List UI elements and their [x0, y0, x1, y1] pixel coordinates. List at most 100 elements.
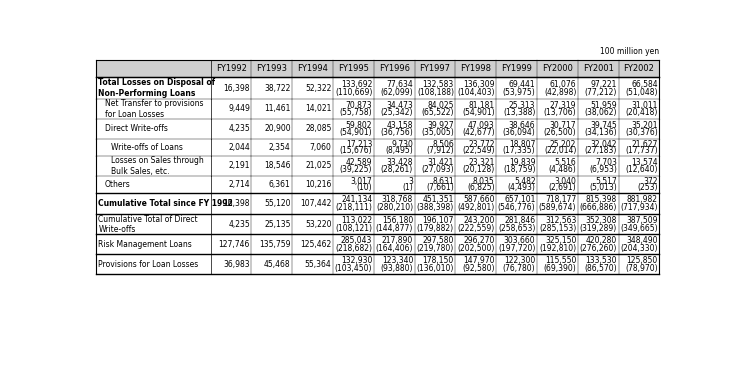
Text: (93,880): (93,880) — [380, 264, 413, 273]
Text: 718,177: 718,177 — [545, 195, 576, 204]
Text: 372: 372 — [643, 177, 658, 186]
Text: (4,493): (4,493) — [508, 183, 536, 192]
Text: (42,677): (42,677) — [462, 128, 495, 137]
Text: 2,191: 2,191 — [228, 161, 250, 170]
Text: (2,691): (2,691) — [548, 183, 576, 192]
Text: 55,120: 55,120 — [265, 199, 290, 208]
Text: (17,335): (17,335) — [503, 146, 536, 155]
Text: 2,044: 2,044 — [228, 143, 250, 152]
Text: FY1997: FY1997 — [419, 64, 450, 74]
Text: 69,441: 69,441 — [509, 80, 536, 89]
Text: 6,361: 6,361 — [269, 180, 290, 189]
Text: 133,692: 133,692 — [341, 80, 372, 89]
Text: 25,202: 25,202 — [550, 140, 576, 149]
Text: 21,025: 21,025 — [305, 161, 332, 170]
Text: 113,022: 113,022 — [341, 216, 372, 225]
Text: (218,111): (218,111) — [335, 203, 372, 212]
Text: (144,877): (144,877) — [376, 224, 413, 233]
Text: 97,221: 97,221 — [591, 80, 617, 89]
Bar — [96, 119, 660, 139]
Text: 8,035: 8,035 — [473, 177, 495, 186]
Text: (218,682): (218,682) — [335, 244, 372, 253]
Text: (30,376): (30,376) — [625, 128, 658, 137]
Text: (51,048): (51,048) — [626, 88, 658, 97]
Text: 196,107: 196,107 — [422, 216, 454, 225]
Text: (717,934): (717,934) — [621, 203, 658, 212]
Text: (204,330): (204,330) — [621, 244, 658, 253]
Text: 39,745: 39,745 — [590, 121, 617, 130]
Text: Cumulative Total of Direct
Write-offs: Cumulative Total of Direct Write-offs — [98, 215, 198, 234]
Text: 243,200: 243,200 — [464, 216, 495, 225]
Text: 8,631: 8,631 — [433, 177, 454, 186]
Text: 21,627: 21,627 — [632, 140, 658, 149]
Text: 31,011: 31,011 — [632, 101, 658, 110]
Text: 3,017: 3,017 — [351, 177, 372, 186]
Text: (192,810): (192,810) — [539, 244, 576, 253]
Text: 53,220: 53,220 — [305, 220, 332, 229]
Text: 657,101: 657,101 — [504, 195, 536, 204]
Text: (18,759): (18,759) — [503, 165, 536, 174]
Text: FY2002: FY2002 — [624, 64, 654, 74]
Text: 7,060: 7,060 — [310, 143, 332, 152]
Text: (65,522): (65,522) — [422, 108, 454, 117]
Text: (388,398): (388,398) — [416, 203, 454, 212]
Text: 31,421: 31,421 — [427, 158, 454, 167]
Text: (17,737): (17,737) — [625, 146, 658, 155]
Text: 2,714: 2,714 — [228, 180, 250, 189]
Text: (86,570): (86,570) — [584, 264, 617, 273]
Bar — [96, 156, 660, 176]
Bar — [96, 77, 660, 99]
Text: (103,450): (103,450) — [335, 264, 372, 273]
Text: Write-offs of Loans: Write-offs of Loans — [111, 143, 183, 152]
Text: 43,158: 43,158 — [387, 121, 413, 130]
Text: 18,807: 18,807 — [509, 140, 536, 149]
Text: 28,085: 28,085 — [305, 124, 332, 134]
Text: 51,959: 51,959 — [590, 101, 617, 110]
Text: (285,153): (285,153) — [539, 224, 576, 233]
Text: 13,574: 13,574 — [632, 158, 658, 167]
Text: (5,013): (5,013) — [590, 183, 617, 192]
Text: FY1998: FY1998 — [461, 64, 492, 74]
Text: (164,406): (164,406) — [376, 244, 413, 253]
Text: (10): (10) — [357, 183, 372, 192]
Text: 3,040: 3,040 — [554, 177, 576, 186]
Text: (53,975): (53,975) — [503, 88, 536, 97]
Text: 45,468: 45,468 — [264, 260, 290, 269]
Text: (20,418): (20,418) — [626, 108, 658, 117]
Text: FY1995: FY1995 — [338, 64, 369, 74]
Text: 348,490: 348,490 — [626, 236, 658, 245]
Text: 352,308: 352,308 — [586, 216, 617, 225]
Text: 59,802: 59,802 — [346, 121, 372, 130]
Text: 297,580: 297,580 — [422, 236, 454, 245]
Text: 7,703: 7,703 — [595, 158, 617, 167]
Text: 33,428: 33,428 — [387, 158, 413, 167]
Text: 84,025: 84,025 — [427, 101, 454, 110]
Text: 30,717: 30,717 — [550, 121, 576, 130]
Text: Net Transfer to provisions
for Loan Losses: Net Transfer to provisions for Loan Loss… — [105, 99, 203, 118]
Text: 52,322: 52,322 — [305, 84, 332, 93]
Text: 47,093: 47,093 — [468, 121, 495, 130]
Text: (6,953): (6,953) — [589, 165, 617, 174]
Text: (28,261): (28,261) — [381, 165, 413, 174]
Text: 34,473: 34,473 — [386, 101, 413, 110]
Text: 115,550: 115,550 — [545, 256, 576, 265]
Text: (179,882): (179,882) — [417, 224, 454, 233]
Text: (8,495): (8,495) — [385, 146, 413, 155]
Text: 132,930: 132,930 — [341, 256, 372, 265]
Text: Losses on Sales through
Bulk Sales, etc.: Losses on Sales through Bulk Sales, etc. — [111, 156, 203, 176]
Text: 23,772: 23,772 — [468, 140, 495, 149]
Text: 66,584: 66,584 — [632, 80, 658, 89]
Text: (42,898): (42,898) — [544, 88, 576, 97]
Text: 100 million yen: 100 million yen — [601, 47, 660, 56]
Text: (492,801): (492,801) — [458, 203, 495, 212]
Bar — [96, 139, 660, 156]
Text: 18,546: 18,546 — [265, 161, 290, 170]
Text: 318,768: 318,768 — [382, 195, 413, 204]
Text: (22,014): (22,014) — [544, 146, 576, 155]
Text: 36,983: 36,983 — [223, 260, 250, 269]
Text: (20,128): (20,128) — [462, 165, 495, 174]
Text: (1): (1) — [402, 183, 413, 192]
Text: 3: 3 — [408, 177, 413, 186]
Text: (136,010): (136,010) — [416, 264, 454, 273]
Text: 5,516: 5,516 — [554, 158, 576, 167]
